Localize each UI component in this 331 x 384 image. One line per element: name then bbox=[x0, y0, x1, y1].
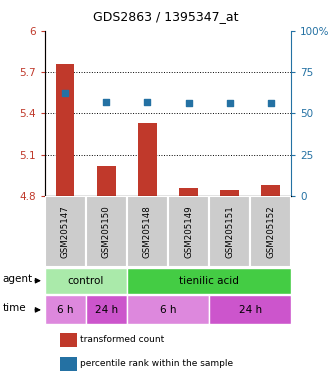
Bar bbox=[86, 196, 127, 267]
Bar bbox=[127, 196, 168, 267]
Text: 24 h: 24 h bbox=[239, 305, 262, 315]
Bar bbox=[45, 295, 86, 324]
Text: GSM205151: GSM205151 bbox=[225, 205, 234, 258]
Text: GSM205150: GSM205150 bbox=[102, 205, 111, 258]
Point bbox=[63, 90, 68, 96]
Text: 24 h: 24 h bbox=[95, 305, 118, 315]
Text: 6 h: 6 h bbox=[57, 305, 73, 315]
Bar bbox=[138, 123, 157, 196]
Text: percentile rank within the sample: percentile rank within the sample bbox=[80, 359, 234, 368]
Bar bbox=[56, 64, 74, 196]
Bar bbox=[60, 333, 77, 346]
Bar bbox=[179, 187, 198, 196]
Bar bbox=[86, 295, 127, 324]
Text: GSM205148: GSM205148 bbox=[143, 205, 152, 258]
Bar bbox=[60, 357, 77, 371]
Bar bbox=[209, 196, 250, 267]
Point bbox=[104, 99, 109, 105]
Point bbox=[145, 99, 150, 105]
Bar bbox=[209, 295, 291, 324]
Text: GSM205147: GSM205147 bbox=[61, 205, 70, 258]
Text: GSM205152: GSM205152 bbox=[266, 205, 275, 258]
Bar bbox=[127, 268, 291, 294]
Bar bbox=[97, 166, 116, 196]
Bar bbox=[261, 185, 280, 196]
Text: transformed count: transformed count bbox=[80, 335, 165, 344]
Bar bbox=[168, 196, 209, 267]
Bar bbox=[250, 196, 291, 267]
Point bbox=[227, 100, 232, 106]
Point bbox=[186, 100, 191, 106]
Text: 6 h: 6 h bbox=[160, 305, 176, 315]
Text: GDS2863 / 1395347_at: GDS2863 / 1395347_at bbox=[93, 10, 238, 23]
Text: tienilic acid: tienilic acid bbox=[179, 276, 239, 286]
Point bbox=[268, 100, 273, 106]
Bar bbox=[127, 295, 209, 324]
Text: time: time bbox=[2, 303, 26, 313]
Text: agent: agent bbox=[2, 275, 32, 285]
Text: GSM205149: GSM205149 bbox=[184, 205, 193, 258]
Bar bbox=[45, 196, 86, 267]
Bar bbox=[220, 190, 239, 196]
Bar bbox=[45, 268, 127, 294]
Text: control: control bbox=[68, 276, 104, 286]
